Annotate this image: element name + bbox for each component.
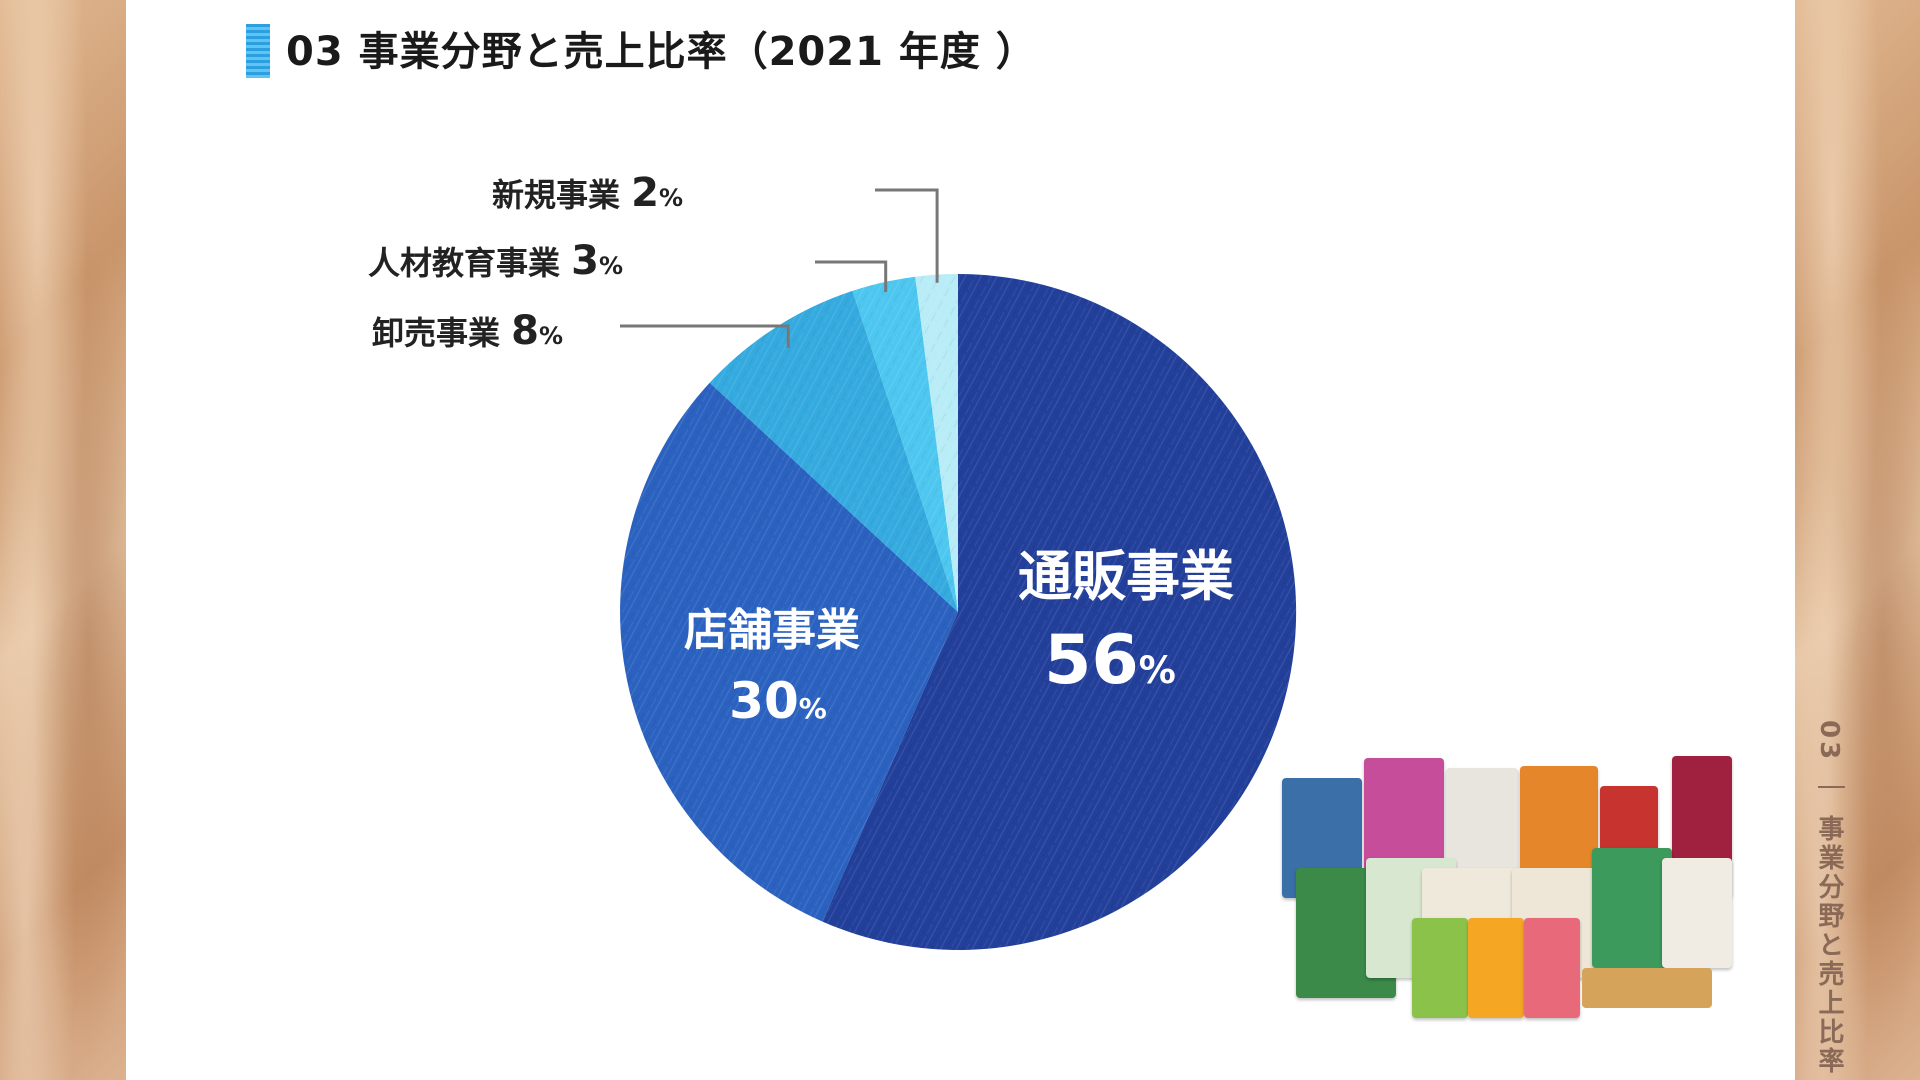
pie-slice-texture-3 [709,290,958,612]
title-accent-bar [246,24,270,78]
marble-background-right [1795,0,1920,1080]
product-tray [1582,968,1712,1008]
pet-food-products-photo [1282,738,1742,1038]
slice-label-1-value-unit: % [1139,649,1176,692]
pie-slice-texture-5 [915,273,958,612]
slice-label-3-unit: % [539,322,563,350]
slice-label-2-value-unit: % [799,692,827,725]
pie-slice-texture-1 [822,273,1297,950]
slice-label-1-value: 56% [1044,621,1176,700]
slice-label-4: 人材教育事業 3% [368,238,623,284]
slice-label-5: 新規事業 2% [492,170,683,216]
slice-label-3-number: 8 [511,308,539,354]
leader-line-5 [875,188,939,283]
slice-label-4-unit: % [599,252,623,280]
pie-slices [620,273,1297,950]
slice-label-5-unit: % [659,184,683,212]
slice-label-3: 卸売事業 8% [372,308,563,354]
page-title: 03 事業分野と売上比率（2021 年度 ） [286,29,1037,75]
marble-background-left [0,0,126,1080]
slice-label-2-name: 店舗事業 [684,605,860,656]
slice-label-2-value-number: 30 [729,672,799,730]
pie-slice-texture-4 [852,276,958,612]
slice-label-4-number: 3 [571,238,599,284]
slice-label-1-value-number: 56 [1044,621,1139,700]
leader-line-4 [815,260,888,293]
slice-label-4-name: 人材教育事業 [368,244,571,282]
slice-label-1-name: 通販事業 [1018,545,1234,608]
slice-label-5-name: 新規事業 [492,176,631,214]
pie-slice-texture-2 [620,382,958,922]
leader-line-3 [620,324,790,348]
slice-label-5-number: 2 [631,170,659,216]
side-section-label: 03 ｜ 事業分野と売上比率 [1814,720,1844,1077]
slice-label-2-value: 30% [729,672,827,730]
slice-label-3-name: 卸売事業 [372,314,511,352]
leader-lines [620,188,939,348]
